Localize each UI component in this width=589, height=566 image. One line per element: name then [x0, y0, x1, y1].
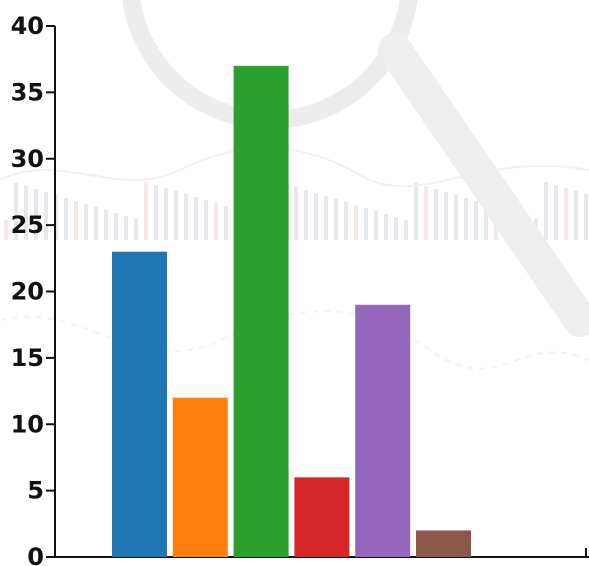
background-candle	[554, 185, 558, 240]
background-candle	[44, 192, 48, 240]
background-candle	[414, 183, 418, 240]
y-tick-label: 5	[27, 477, 44, 505]
y-tick-label: 30	[11, 145, 44, 173]
background-candle	[534, 219, 538, 240]
background-candle	[474, 201, 478, 240]
y-tick-label: 20	[11, 278, 44, 306]
background-candle	[464, 198, 468, 240]
magnifying-glass-icon	[122, 0, 589, 337]
background-candle	[524, 216, 528, 240]
y-tick-label: 25	[11, 211, 44, 239]
background-candle	[174, 191, 178, 240]
y-tick-label: 15	[11, 344, 44, 372]
background-candle	[14, 183, 18, 240]
background-candle	[134, 219, 138, 240]
background-candles	[4, 181, 588, 240]
background-candle	[114, 213, 118, 240]
bar-3	[233, 65, 289, 557]
background-candle	[374, 211, 378, 240]
bar-6	[416, 530, 471, 557]
y-tick-label: 10	[11, 410, 44, 438]
background-candle	[104, 210, 108, 240]
bars	[112, 65, 471, 558]
background-candle	[574, 191, 578, 240]
background-candle	[424, 186, 428, 240]
background-candle	[344, 202, 348, 240]
background-candle	[334, 199, 338, 240]
background-candle	[544, 182, 548, 240]
background-candle	[434, 189, 438, 240]
background-candle	[154, 185, 158, 240]
background-candle	[84, 204, 88, 240]
y-tick-label: 35	[11, 78, 44, 106]
background-candle	[504, 210, 508, 240]
background-candle	[484, 204, 488, 240]
background-candle	[204, 200, 208, 240]
background-candle	[404, 220, 408, 240]
background-candle	[384, 214, 388, 240]
background-candle	[454, 195, 458, 240]
background-candle	[94, 207, 98, 240]
background-candle	[514, 213, 518, 240]
background-candle	[354, 205, 358, 240]
background-candle	[64, 198, 68, 240]
background-candle	[224, 206, 228, 240]
background-candle	[294, 187, 298, 240]
background-candle	[4, 220, 8, 240]
background-candle	[444, 192, 448, 240]
background-candle	[74, 201, 78, 240]
bar-1	[112, 251, 167, 558]
background-candle	[194, 197, 198, 240]
background-candle	[364, 208, 368, 240]
bar-5	[355, 304, 411, 557]
background-stock-photo	[0, 0, 589, 370]
background-candle	[584, 194, 588, 240]
background-candle	[184, 194, 188, 240]
y-tick-label: 0	[27, 543, 44, 566]
y-ticks: 0 5 10 15 20 25 30 35 40	[11, 12, 55, 566]
bar-2	[172, 397, 228, 557]
background-candle	[144, 182, 148, 240]
background-candle	[394, 217, 398, 240]
background-candle	[324, 196, 328, 240]
bar-4	[294, 477, 350, 557]
background-dashed-line	[0, 310, 589, 370]
background-candle	[164, 188, 168, 240]
background-candle	[304, 190, 308, 240]
background-candle	[24, 186, 28, 240]
background-candle	[124, 216, 128, 240]
background-candle	[34, 189, 38, 240]
background-candle	[314, 193, 318, 240]
y-tick-label: 40	[11, 12, 44, 40]
background-candle	[564, 188, 568, 240]
background-candle	[214, 203, 218, 240]
background-candle	[494, 207, 498, 240]
